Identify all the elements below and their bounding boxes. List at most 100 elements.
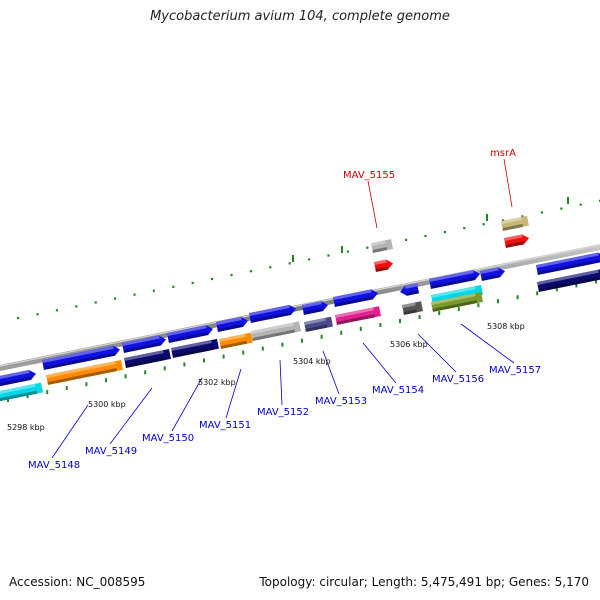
scale-tick	[85, 382, 88, 387]
gene-feature[interactable]	[251, 321, 301, 341]
gene-feature[interactable]	[304, 316, 333, 332]
scale-labels: 5298 kbp 5300 kbp 5302 kbp 5304 kbp 5306 kbp…	[7, 322, 525, 432]
track-dot	[114, 297, 117, 300]
scale-tick	[379, 322, 382, 327]
major-tick	[567, 197, 569, 204]
gene-label[interactable]: MAV_5153	[315, 396, 367, 407]
track-dot	[17, 317, 20, 320]
genome-backbone-highlight	[0, 244, 600, 367]
gene-label[interactable]: MAV_5154	[372, 385, 424, 396]
scale-tick	[340, 330, 343, 335]
scale-tick	[65, 386, 68, 391]
scale-tick	[124, 374, 127, 379]
scale-tick	[281, 342, 284, 347]
label-leader-line	[503, 158, 513, 208]
scale-label: 5304 kbp	[293, 357, 331, 366]
gene-feature[interactable]	[249, 304, 297, 323]
gene-label[interactable]: MAV_5155	[343, 170, 395, 181]
gene-feature[interactable]	[46, 359, 123, 385]
label-leader-line	[51, 404, 89, 459]
label-leader-line	[362, 342, 397, 384]
gene-feature[interactable]	[216, 316, 249, 332]
gene-label[interactable]: MAV_5150	[142, 433, 194, 444]
gene-feature[interactable]	[219, 332, 253, 349]
scale-tick	[163, 366, 166, 371]
scale-label: 5302 kbp	[198, 378, 236, 387]
track-dot	[152, 289, 155, 292]
gene-feature[interactable]	[302, 300, 329, 315]
gene-label[interactable]: MAV_5152	[257, 407, 309, 418]
gene-feature[interactable]	[171, 338, 219, 358]
gene-label[interactable]: MAV_5148	[28, 460, 80, 471]
track-dot	[36, 313, 39, 316]
gene-feature[interactable]	[333, 288, 379, 307]
scale-tick	[516, 295, 519, 300]
gene-feature[interactable]	[402, 301, 423, 315]
scale-label: 5308 kbp	[487, 322, 525, 331]
track-dot	[405, 238, 408, 241]
scale-tick	[359, 326, 362, 331]
gene-label[interactable]: MAV_5156	[432, 374, 484, 385]
track-dot	[75, 305, 78, 308]
gene-label[interactable]: MAV_5151	[199, 420, 251, 431]
genome-backbone	[0, 243, 600, 372]
scale-tick	[497, 299, 499, 304]
scale-tick	[261, 346, 264, 351]
scale-tick	[183, 362, 186, 367]
gene-feature[interactable]	[122, 334, 167, 353]
label-leader-line	[417, 333, 457, 373]
gene-feature[interactable]	[480, 266, 506, 281]
gene-feature[interactable]	[0, 369, 37, 387]
label-leader-line	[109, 387, 153, 445]
gc-dotted-track	[17, 199, 600, 320]
gene-label[interactable]: MAV_5157	[489, 365, 541, 376]
track-dot	[463, 227, 466, 230]
gene-feature[interactable]	[429, 269, 481, 289]
label-leader-lines	[51, 158, 515, 459]
gene-feature[interactable]	[399, 283, 419, 296]
track-dot	[502, 219, 505, 222]
gene-feature[interactable]	[504, 233, 530, 248]
track-dot	[133, 293, 136, 296]
gene-feature[interactable]	[167, 324, 214, 343]
track-dot	[521, 215, 524, 218]
scale-tick	[477, 303, 480, 308]
gene-feature[interactable]	[371, 239, 393, 253]
scale-tick	[203, 358, 205, 363]
scale-tick	[222, 354, 225, 359]
track-dot	[211, 277, 214, 281]
label-leader-line	[171, 377, 203, 432]
gene-feature[interactable]	[124, 349, 171, 368]
major-tick	[292, 255, 294, 262]
gene-feature[interactable]	[501, 215, 529, 231]
scale-tick	[242, 350, 245, 355]
track-dot	[308, 258, 311, 261]
gene-feature[interactable]	[431, 292, 483, 312]
genome-title: Mycobacterium avium 104, complete genome	[150, 9, 450, 24]
scale-tick	[595, 279, 597, 284]
gene-feature[interactable]	[42, 345, 121, 370]
gene-label[interactable]: msrA	[490, 148, 516, 159]
scale-tick	[575, 283, 578, 288]
track-dot	[327, 254, 330, 257]
gene-feature[interactable]	[335, 306, 381, 325]
gene-feature[interactable]	[536, 251, 600, 275]
gene-feature[interactable]	[0, 382, 43, 402]
scale-tick	[144, 370, 147, 375]
label-leader-line	[367, 180, 378, 229]
gene-feature[interactable]	[374, 258, 394, 272]
major-tick	[341, 246, 343, 253]
scale-tick	[457, 307, 460, 312]
gene-feature[interactable]	[537, 268, 600, 292]
scale-tick	[46, 390, 49, 395]
label-leader-line	[279, 359, 283, 406]
label-leader-line	[322, 350, 340, 395]
track-dot	[288, 262, 291, 265]
genome-summary-text: Topology: circular; Length: 5,475,491 bp…	[259, 575, 589, 589]
gene-label[interactable]: MAV_5149	[85, 446, 137, 457]
scale-ticks	[7, 197, 597, 402]
track-dot	[560, 207, 563, 210]
scale-tick	[438, 311, 441, 316]
scale-tick	[105, 378, 107, 383]
